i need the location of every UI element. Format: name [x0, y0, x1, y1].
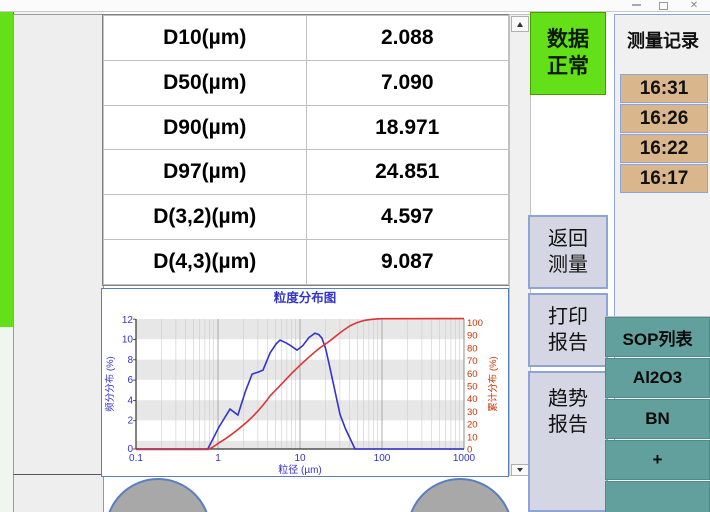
svg-text:6: 6 — [127, 375, 133, 386]
svg-text:30: 30 — [467, 407, 478, 418]
svg-text:50: 50 — [467, 382, 478, 393]
svg-text:12: 12 — [122, 315, 134, 326]
svg-text:粒径 (µm): 粒径 (µm) — [278, 463, 322, 476]
svg-text:60: 60 — [467, 369, 478, 380]
svg-text:0.1: 0.1 — [129, 453, 143, 464]
svg-text:4: 4 — [127, 395, 133, 406]
svg-text:70: 70 — [467, 356, 478, 367]
svg-text:90: 90 — [467, 331, 478, 342]
svg-text:20: 20 — [467, 420, 478, 431]
svg-text:累计分布 (%): 累计分布 (%) — [487, 356, 499, 411]
svg-text:100: 100 — [374, 453, 391, 464]
svg-text:10: 10 — [122, 335, 134, 346]
svg-text:10: 10 — [467, 432, 478, 443]
svg-text:2: 2 — [127, 416, 133, 427]
svg-text:粒度分布图: 粒度分布图 — [274, 290, 337, 305]
svg-text:1000: 1000 — [453, 453, 476, 464]
svg-text:80: 80 — [467, 343, 478, 354]
svg-text:100: 100 — [467, 318, 483, 329]
svg-text:10: 10 — [294, 453, 306, 464]
svg-text:1: 1 — [215, 453, 221, 464]
svg-text:频分分布 (%): 频分分布 (%) — [104, 356, 116, 411]
svg-text:40: 40 — [467, 394, 478, 405]
svg-text:8: 8 — [127, 355, 133, 366]
